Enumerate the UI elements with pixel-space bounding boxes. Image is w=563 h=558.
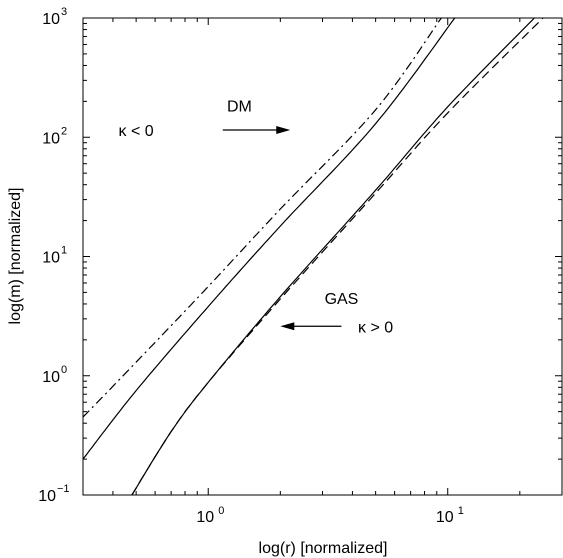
ticks-layer: 10 0 10 110 −110 010 110 210 3 bbox=[38, 6, 563, 526]
y-tick-exponent: 3 bbox=[61, 6, 67, 18]
plot-frame bbox=[82, 17, 563, 496]
y-tick-exponent: 2 bbox=[61, 125, 67, 137]
series-line-3-dashed bbox=[131, 18, 544, 495]
annotation-gas: GAS bbox=[325, 291, 359, 308]
y-tick-exponent: −1 bbox=[57, 483, 70, 495]
y-tick-label: 10 bbox=[42, 11, 60, 28]
annotation-kappa-neg: κ < 0 bbox=[119, 123, 154, 140]
annotation-kappa-pos: κ > 0 bbox=[358, 319, 393, 336]
y-tick-label: 10 bbox=[38, 488, 56, 505]
x-axis-label: log(r) [normalized] bbox=[259, 540, 388, 557]
y-tick-exponent: 1 bbox=[61, 245, 67, 257]
series-line-2-solid bbox=[83, 18, 456, 460]
annotation-arrow-head-gas bbox=[280, 322, 295, 331]
annotation-layer: DM κ < 0 GAS κ > 0 bbox=[119, 98, 394, 336]
x-tick-label: 10 bbox=[196, 509, 214, 526]
annotation-arrow-head-dm bbox=[276, 126, 291, 135]
y-tick-label: 10 bbox=[42, 250, 60, 267]
series-layer bbox=[83, 18, 544, 495]
x-tick-exponent: 0 bbox=[218, 505, 224, 517]
annotation-dm: DM bbox=[227, 98, 252, 115]
series-line-1-dashdot bbox=[83, 18, 442, 418]
x-tick-exponent: 1 bbox=[458, 505, 464, 517]
y-tick-label: 10 bbox=[42, 369, 60, 386]
y-tick-label: 10 bbox=[42, 130, 60, 147]
y-tick-exponent: 0 bbox=[61, 364, 67, 376]
series-line-4-solid bbox=[131, 18, 535, 495]
x-tick-label: 10 bbox=[436, 509, 454, 526]
y-axis-label: log(m) [normalized] bbox=[7, 188, 24, 325]
